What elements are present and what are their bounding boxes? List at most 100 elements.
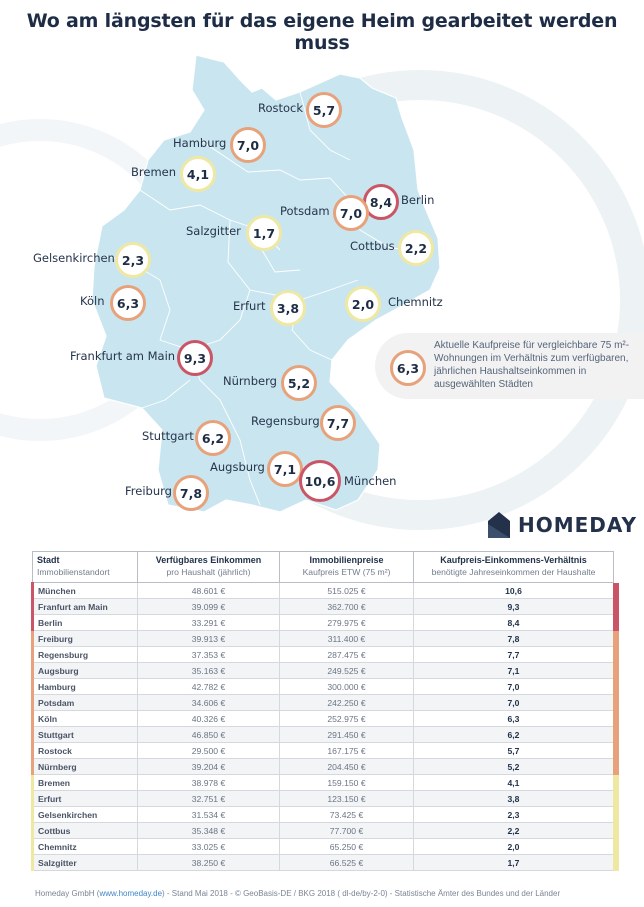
cell-price: 123.150 € <box>279 790 414 807</box>
cell-ratio: 8,4 <box>413 614 619 631</box>
table-header-row: Stadt Immobilienstandort Verfügbares Eink… <box>32 551 614 583</box>
cell-ratio: 1,7 <box>413 854 619 871</box>
table-row: Salzgitter 38.250 €66.525 €1,7 <box>31 854 619 871</box>
cell-income: 35.348 € <box>137 822 280 839</box>
map-city-label: Stuttgart <box>142 429 194 443</box>
map-city-label: Freiburg <box>125 484 172 498</box>
table-row: Franfurt am Main 39.099 €362.700 €9,3 <box>31 598 619 615</box>
map-value-bubble: 10,6 <box>299 460 341 502</box>
map-city-label: Frankfurt am Main <box>70 349 176 363</box>
category-color-bar <box>613 599 619 615</box>
germany-shape <box>91 54 441 513</box>
table-row: Chemnitz 33.025 €65.250 €2,0 <box>31 838 619 855</box>
brand-wordmark: HOMEDAY <box>518 513 637 537</box>
map-value-bubble: 6,3 <box>110 285 146 321</box>
cell-income: 37.353 € <box>137 646 280 663</box>
cell-income: 38.250 € <box>137 854 280 871</box>
cell-city: München <box>31 582 138 599</box>
cell-income: 35.163 € <box>137 662 280 679</box>
house-logo-icon <box>488 512 510 538</box>
cell-ratio: 2,2 <box>413 822 619 839</box>
cell-income: 40.326 € <box>137 710 280 727</box>
map-value-bubble: 5,7 <box>306 92 342 128</box>
map-city-label: Hamburg <box>173 136 227 150</box>
cell-ratio: 7,0 <box>413 694 619 711</box>
cell-ratio: 2,0 <box>413 838 619 855</box>
homeday-link[interactable]: www.homeday.de <box>99 889 163 898</box>
cell-city: Augsburg <box>31 662 138 679</box>
cell-ratio: 10,6 <box>413 582 619 599</box>
table-row: Potsdam 34.606 €242.250 €7,0 <box>31 694 619 711</box>
cell-city: Bremen <box>31 774 138 791</box>
map-value-bubble: 4,1 <box>180 156 216 192</box>
cell-price: 66.525 € <box>279 854 414 871</box>
map-value-bubble: 1,7 <box>246 215 282 251</box>
map-city-label: Rostock <box>258 101 304 115</box>
map-value-bubble: 7,1 <box>267 451 303 487</box>
table-row: Freiburg 39.913 €311.400 €7,8 <box>31 630 619 647</box>
category-color-bar <box>613 679 619 695</box>
cell-ratio: 5,7 <box>413 742 619 759</box>
cell-income: 38.978 € <box>137 774 280 791</box>
map-city-label: Cottbus <box>350 239 395 253</box>
cell-income: 33.291 € <box>137 614 280 631</box>
page-title: Wo am längsten für das eigene Heim gearb… <box>26 10 618 54</box>
category-color-bar <box>613 695 619 711</box>
column-header: Stadt Immobilienstandort <box>32 551 138 583</box>
table-row: Erfurt 32.751 €123.150 €3,8 <box>31 790 619 807</box>
map-city-label: Erfurt <box>233 299 266 313</box>
category-color-bar <box>613 743 619 759</box>
category-color-bar <box>613 583 619 599</box>
category-color-bar <box>613 807 619 823</box>
cell-city: Hamburg <box>31 678 138 695</box>
legend-text: Aktuelle Kaufpreise für vergleichbare 75… <box>434 340 630 390</box>
table-row: Nürnberg 39.204 €204.450 €5,2 <box>31 758 619 775</box>
cell-city: Freiburg <box>31 630 138 647</box>
cell-income: 34.606 € <box>137 694 280 711</box>
cell-income: 32.751 € <box>137 790 280 807</box>
cell-city: Franfurt am Main <box>31 598 138 615</box>
cell-ratio: 2,3 <box>413 806 619 823</box>
data-table: Stadt Immobilienstandort Verfügbares Eink… <box>31 551 619 871</box>
column-header: Immobilienpreise Kaufpreis ETW (75 m²) <box>279 551 414 583</box>
cell-ratio: 6,2 <box>413 726 619 743</box>
category-color-bar <box>613 791 619 807</box>
cell-price: 73.425 € <box>279 806 414 823</box>
map-value-bubble: 7,8 <box>173 475 209 511</box>
cell-ratio: 7,7 <box>413 646 619 663</box>
table-row: Bremen 38.978 €159.150 €4,1 <box>31 774 619 791</box>
cell-price: 65.250 € <box>279 838 414 855</box>
cell-city: Chemnitz <box>31 838 138 855</box>
category-color-bar <box>613 727 619 743</box>
cell-price: 159.150 € <box>279 774 414 791</box>
category-color-bar <box>613 647 619 663</box>
cell-price: 167.175 € <box>279 742 414 759</box>
cell-ratio: 4,1 <box>413 774 619 791</box>
cell-income: 48.601 € <box>137 582 280 599</box>
cell-ratio: 7,1 <box>413 662 619 679</box>
cell-income: 33.025 € <box>137 838 280 855</box>
table-row: München 48.601 €515.025 €10,6 <box>31 582 619 599</box>
category-color-bar <box>613 711 619 727</box>
cell-city: Berlin <box>31 614 138 631</box>
cell-price: 279.975 € <box>279 614 414 631</box>
cell-city: Köln <box>31 710 138 727</box>
table-row: Berlin 33.291 €279.975 €8,4 <box>31 614 619 631</box>
map-value-bubble: 6,2 <box>195 420 231 456</box>
category-color-bar <box>613 663 619 679</box>
cell-price: 77.700 € <box>279 822 414 839</box>
cell-price: 204.450 € <box>279 758 414 775</box>
cell-city: Salzgitter <box>31 854 138 871</box>
map-city-label: Chemnitz <box>388 295 443 309</box>
map-value-bubble: 2,2 <box>398 230 434 266</box>
table-row: Regensburg 37.353 €287.475 €7,7 <box>31 646 619 663</box>
map-city-label: Potsdam <box>280 204 330 218</box>
cell-price: 249.525 € <box>279 662 414 679</box>
map-value-bubble: 5,2 <box>281 365 317 401</box>
cell-price: 515.025 € <box>279 582 414 599</box>
map-city-label: Nürnberg <box>223 374 277 388</box>
cell-income: 31.534 € <box>137 806 280 823</box>
category-color-bar <box>613 631 619 647</box>
map-value-bubble: 2,3 <box>115 242 151 278</box>
map-city-label: Gelsenkirchen <box>33 251 115 265</box>
